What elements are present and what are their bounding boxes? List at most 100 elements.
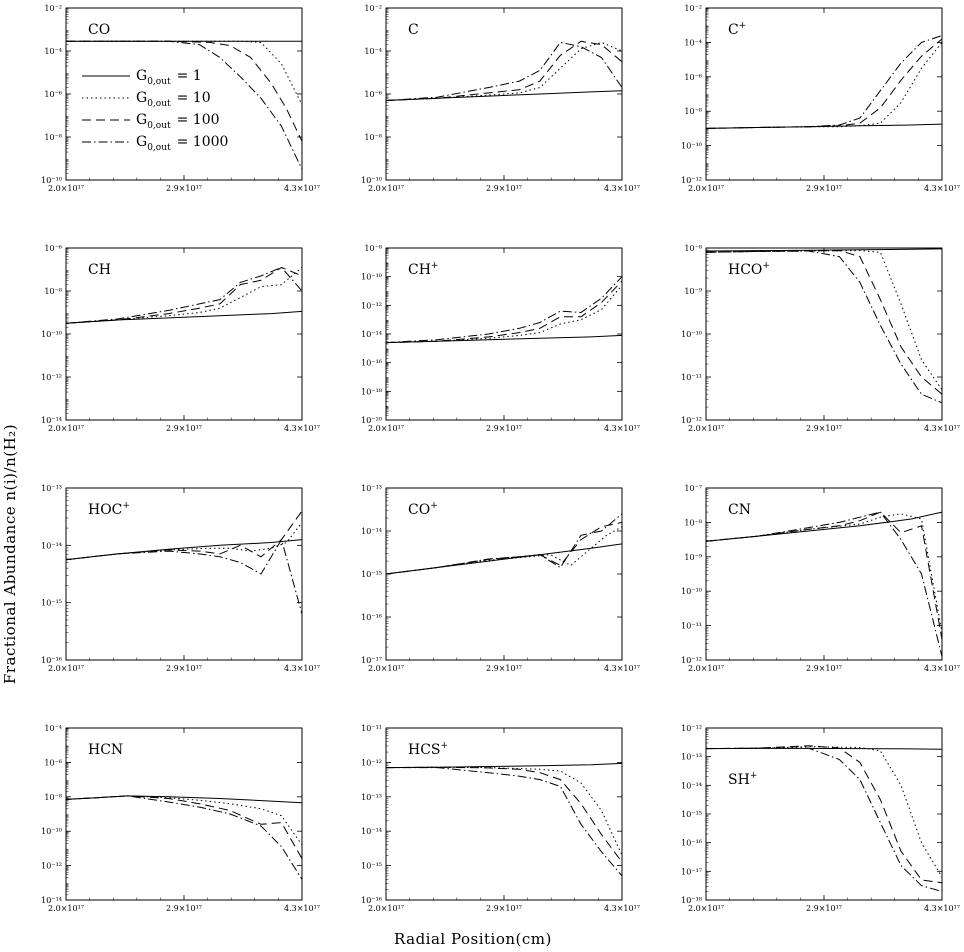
series-line-dashdot xyxy=(706,747,942,892)
y-tick-label: 10⁻⁶ xyxy=(44,90,62,99)
legend-label-sub: 0,out xyxy=(147,99,171,109)
panel-co-plus: 10⁻¹⁷ 10⁻¹⁶ 10⁻¹⁵ 10⁻¹⁴ 10⁻¹³ 2.0×10¹⁷ 2.9×10¹… xyxy=(361,484,640,673)
y-tick-label: 10⁻⁸ xyxy=(44,287,62,296)
x-tick-label: 2.0×10¹⁷ xyxy=(48,184,84,193)
legend-label-sub: 0,out xyxy=(147,77,171,87)
legend-label-value: = 100 xyxy=(177,112,220,128)
panel-label-base: HCO xyxy=(728,262,762,278)
series-line-dotted xyxy=(706,42,942,129)
y-tick-label: 10⁻¹³ xyxy=(41,484,62,493)
x-tick-label: 4.3×10¹⁷ xyxy=(604,184,640,193)
x-tick-label: 4.3×10¹⁷ xyxy=(924,904,960,913)
y-tick-label: 10⁻⁴ xyxy=(684,38,702,47)
y-tick-label: 10⁻¹⁴ xyxy=(41,541,62,550)
y-tick-label: 10⁻¹⁰ xyxy=(361,176,382,185)
legend-label-base: G xyxy=(136,68,147,84)
series-line-dashed xyxy=(386,280,622,344)
y-tick-label: 10⁻⁸ xyxy=(684,107,702,116)
x-tick-label: 2.9×10¹⁷ xyxy=(806,184,842,193)
panel-c-plus: 10⁻¹² 10⁻¹⁰ 10⁻⁸ 10⁻⁶ 10⁻⁴ 10⁻² 2.0×10¹⁷ 2.9×10… xyxy=(681,4,960,193)
panel-c: 10⁻¹⁰ 10⁻⁸ 10⁻⁶ 10⁻⁴ 10⁻² 2.0×10¹⁷ 2.9×10¹⁷ 4.3… xyxy=(361,4,640,193)
series-line-dashed xyxy=(706,511,942,640)
series-line-dashdot xyxy=(66,266,302,324)
legend-label: G0,out = 1000 xyxy=(136,134,228,153)
x-tick-label: 2.0×10¹⁷ xyxy=(368,664,404,673)
x-tick-label: 2.0×10¹⁷ xyxy=(688,424,724,433)
y-tick-label: 10⁻¹² xyxy=(681,724,702,733)
x-tick-label: 4.3×10¹⁷ xyxy=(604,904,640,913)
series-line-dashdot xyxy=(706,511,942,657)
series-line-dashdot xyxy=(706,250,942,404)
y-tick-label: 10⁻¹⁰ xyxy=(41,176,62,185)
y-tick-label: 10⁻¹⁴ xyxy=(681,781,702,790)
legend-label: G0,out = 1 xyxy=(136,68,202,87)
panel-label: CN xyxy=(728,502,751,518)
y-tick-label: 10⁻⁶ xyxy=(684,73,702,82)
y-tick-label: 10⁻⁶ xyxy=(44,758,62,767)
series-line-dotted xyxy=(706,513,942,633)
legend-label-base: G xyxy=(136,134,147,150)
panel-label-base: CN xyxy=(728,502,751,518)
legend-label-base: G xyxy=(136,90,147,106)
panel-label: CH xyxy=(88,262,111,278)
series-line-dashed xyxy=(66,510,302,561)
x-tick-label: 4.3×10¹⁷ xyxy=(924,664,960,673)
x-tick-label: 4.3×10¹⁷ xyxy=(604,424,640,433)
series-line-dashdot xyxy=(386,276,622,344)
x-tick-label: 2.9×10¹⁷ xyxy=(806,664,842,673)
x-tick-label: 4.3×10¹⁷ xyxy=(604,664,640,673)
legend-label-sub: 0,out xyxy=(147,121,171,131)
legend-label-sub: 0,out xyxy=(147,143,171,153)
y-tick-label: 10⁻⁸ xyxy=(364,133,382,142)
x-tick-label: 2.9×10¹⁷ xyxy=(486,184,522,193)
y-tick-label: 10⁻¹⁸ xyxy=(681,896,702,905)
panel-label-base: CO xyxy=(408,502,430,518)
y-tick-label: 10⁻¹³ xyxy=(681,753,702,762)
y-tick-label: 10⁻⁹ xyxy=(684,553,702,562)
y-tick-label: 10⁻¹³ xyxy=(361,484,382,493)
panel-label-base: C xyxy=(728,22,739,38)
panel-label: C xyxy=(408,22,419,38)
panel-co: 10⁻¹⁰ 10⁻⁸ 10⁻⁶ 10⁻⁴ 10⁻² 2.0×10¹⁷ 2.9×10¹⁷ 4.3… xyxy=(41,4,320,193)
y-tick-label: 10⁻¹⁴ xyxy=(41,416,62,425)
y-tick-label: 10⁻¹⁴ xyxy=(41,896,62,905)
x-tick-label: 2.9×10¹⁷ xyxy=(166,184,202,193)
panel-ch: 10⁻¹⁴ 10⁻¹² 10⁻¹⁰ 10⁻⁸ 10⁻⁶ 2.0×10¹⁷ 2.9×10¹⁷ 4… xyxy=(41,244,320,433)
y-tick-label: 10⁻² xyxy=(44,4,62,13)
x-tick-label: 2.9×10¹⁷ xyxy=(806,904,842,913)
x-tick-label: 2.9×10¹⁷ xyxy=(166,904,202,913)
series-line-dashdot xyxy=(706,35,942,129)
panel-frame xyxy=(705,7,943,181)
x-tick-label: 2.9×10¹⁷ xyxy=(486,664,522,673)
x-tick-label: 4.3×10¹⁷ xyxy=(284,904,320,913)
panel-label-base: HCS xyxy=(408,742,441,758)
y-tick-label: 10⁻² xyxy=(364,4,382,13)
y-tick-label: 10⁻⁸ xyxy=(44,133,62,142)
y-tick-label: 10⁻¹¹ xyxy=(361,724,382,733)
x-tick-label: 2.0×10¹⁷ xyxy=(48,664,84,673)
y-tick-label: 10⁻¹⁷ xyxy=(681,867,702,876)
panel-label-sup: + xyxy=(441,741,449,751)
y-tick-label: 10⁻¹⁷ xyxy=(361,656,382,665)
panel-label: C+ xyxy=(728,21,746,38)
x-tick-label: 4.3×10¹⁷ xyxy=(924,184,960,193)
y-tick-label: 10⁻⁶ xyxy=(364,90,382,99)
y-tick-label: 10⁻¹² xyxy=(681,656,702,665)
panel-label-sup: + xyxy=(739,21,747,31)
panel-label-sup: + xyxy=(431,261,439,271)
y-tick-label: 10⁻⁸ xyxy=(44,793,62,802)
x-tick-label: 2.9×10¹⁷ xyxy=(806,424,842,433)
legend-label: G0,out = 10 xyxy=(136,90,211,109)
panel-label-sup: + xyxy=(750,771,758,781)
y-tick-label: 10⁻¹⁶ xyxy=(361,359,382,368)
panel-label: CO+ xyxy=(408,501,438,518)
panel-label-base: C xyxy=(408,22,419,38)
x-tick-label: 2.9×10¹⁷ xyxy=(486,424,522,433)
y-tick-label: 10⁻¹⁶ xyxy=(681,839,702,848)
panel-hcs-plus: 10⁻¹⁶ 10⁻¹⁵ 10⁻¹⁴ 10⁻¹³ 10⁻¹² 10⁻¹¹ 2.0×10¹⁷ 2.… xyxy=(361,724,640,913)
y-tick-label: 10⁻⁶ xyxy=(44,244,62,253)
y-tick-label: 10⁻²⁰ xyxy=(361,416,382,425)
y-tick-label: 10⁻¹² xyxy=(41,862,62,871)
x-tick-label: 2.0×10¹⁷ xyxy=(368,904,404,913)
